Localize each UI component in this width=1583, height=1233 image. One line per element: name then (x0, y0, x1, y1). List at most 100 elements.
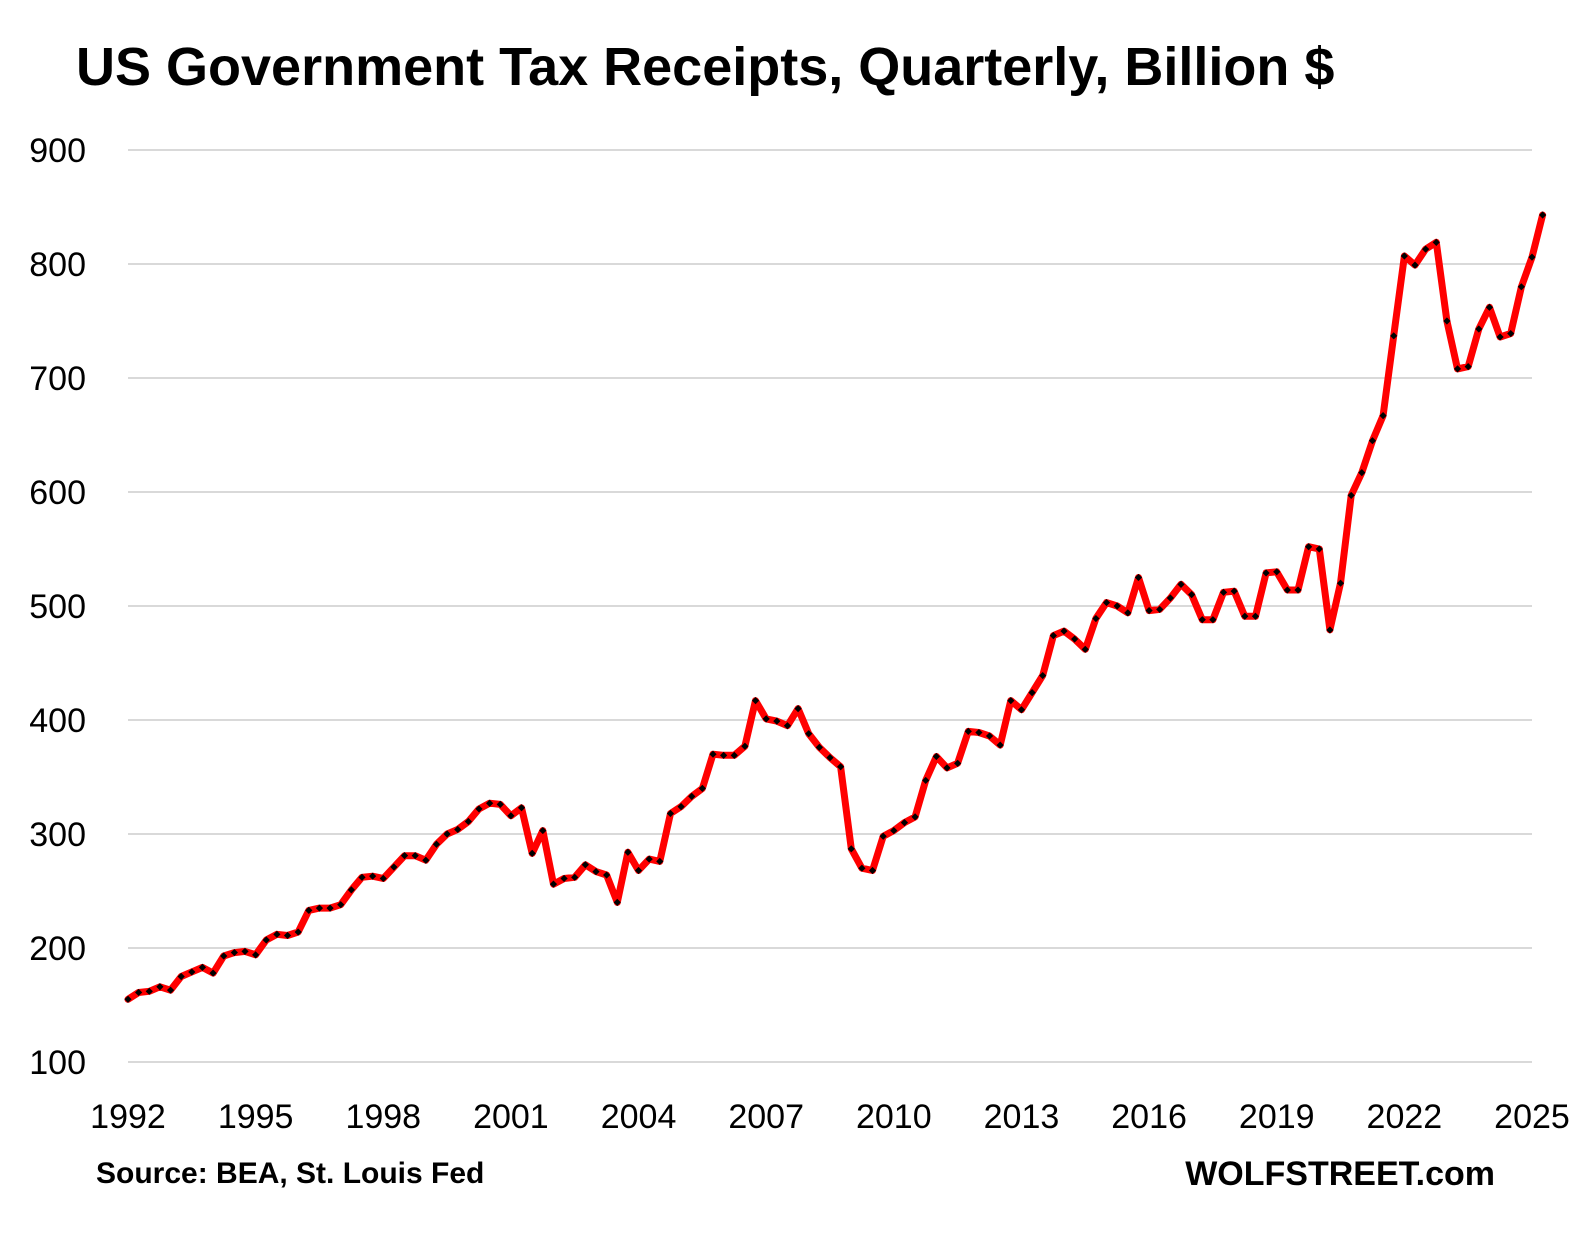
data-point (1081, 645, 1089, 653)
data-point (1241, 612, 1249, 620)
data-point (1422, 245, 1430, 253)
data-point (943, 764, 951, 772)
data-point (900, 819, 909, 827)
data-point (751, 697, 760, 705)
data-point (1283, 586, 1291, 594)
data-point (592, 868, 600, 876)
data-point (1336, 579, 1345, 587)
data-point (879, 832, 887, 840)
data-point (326, 904, 334, 912)
data-point (1443, 317, 1451, 325)
data-point (826, 754, 834, 762)
data-point (656, 857, 664, 865)
x-tick-label: 2010 (856, 1098, 932, 1136)
gridlines (128, 149, 1532, 1063)
data-point (432, 840, 441, 848)
data-point (794, 705, 802, 713)
data-point (262, 936, 270, 944)
data-point (1007, 697, 1015, 705)
data-point (624, 848, 632, 856)
data-point (379, 874, 387, 883)
data-point (773, 717, 781, 725)
x-axis-labels: 1992 1995 1998 2001 2004 2007 2010 2013 2016 2019… (90, 1098, 1570, 1136)
x-tick-label: 1998 (345, 1098, 421, 1136)
data-point (1071, 635, 1079, 643)
data-point (783, 722, 792, 730)
x-tick-label: 2025 (1494, 1098, 1570, 1136)
data-point (1453, 365, 1462, 373)
data-point (815, 743, 823, 751)
data-point (1166, 594, 1174, 602)
data-point (294, 928, 302, 936)
data-point (1230, 587, 1238, 595)
data-point (422, 856, 430, 864)
data-point (1496, 333, 1504, 341)
y-tick-label: 100 (29, 1044, 86, 1082)
data-point (837, 763, 845, 771)
y-tick-label: 500 (29, 588, 86, 626)
data-point (1102, 598, 1111, 607)
data-point (1464, 363, 1472, 371)
data-point (177, 972, 185, 981)
x-tick-label: 2019 (1239, 1098, 1315, 1136)
data-point (1400, 252, 1408, 260)
data-point (124, 995, 132, 1003)
data-point (1507, 329, 1515, 338)
data-point (1294, 586, 1302, 594)
data-point (1411, 261, 1419, 269)
data-point (273, 930, 281, 938)
data-point (411, 852, 419, 860)
brand-label: WOLFSTREET.com (1185, 1155, 1495, 1193)
data-point (975, 728, 983, 737)
data-point (964, 727, 972, 735)
y-tick-label: 300 (29, 816, 86, 854)
data-point (454, 825, 462, 834)
data-point (209, 969, 217, 977)
data-point (539, 826, 547, 835)
x-tick-label: 2022 (1367, 1098, 1443, 1136)
data-point (1326, 626, 1334, 634)
data-point (507, 812, 515, 820)
y-axis-labels: 100 200 300 400 500 600 700 800 900 (29, 132, 86, 1082)
data-point (1028, 689, 1036, 697)
data-point (1251, 612, 1260, 620)
data-point (1368, 437, 1377, 445)
data-point (1517, 283, 1525, 291)
data-point (464, 817, 472, 826)
data-point (1134, 573, 1143, 582)
data-point (666, 809, 675, 818)
data-point (220, 952, 228, 960)
chart-title: US Government Tax Receipts, Quarterly, B… (76, 37, 1335, 97)
data-point (1273, 568, 1281, 576)
data-point (741, 742, 749, 750)
data-point (1485, 303, 1494, 311)
data-point (847, 845, 855, 853)
data-point (400, 852, 409, 860)
x-tick-label: 2004 (601, 1098, 677, 1136)
data-point (868, 866, 877, 875)
data-point (145, 987, 153, 995)
data-point (1475, 325, 1483, 333)
data-point (347, 886, 355, 894)
data-point (985, 732, 994, 740)
data-point (475, 805, 483, 813)
data-point (198, 963, 207, 971)
data-point (305, 906, 313, 914)
x-tick-label: 2007 (728, 1098, 804, 1136)
data-point (932, 752, 940, 761)
data-point (156, 983, 164, 991)
data-point (443, 830, 451, 838)
data-point (390, 863, 398, 871)
data-point (252, 951, 260, 959)
data-point (1156, 605, 1164, 614)
data-point (709, 750, 717, 758)
data-point (358, 873, 366, 881)
data-point (762, 715, 770, 723)
data-point (1188, 591, 1196, 599)
data-point (922, 776, 930, 785)
series-tax-receipts (124, 211, 1547, 1003)
data-point (528, 849, 536, 857)
data-point (720, 751, 728, 759)
data-point (1113, 602, 1121, 610)
data-point (1092, 614, 1100, 623)
